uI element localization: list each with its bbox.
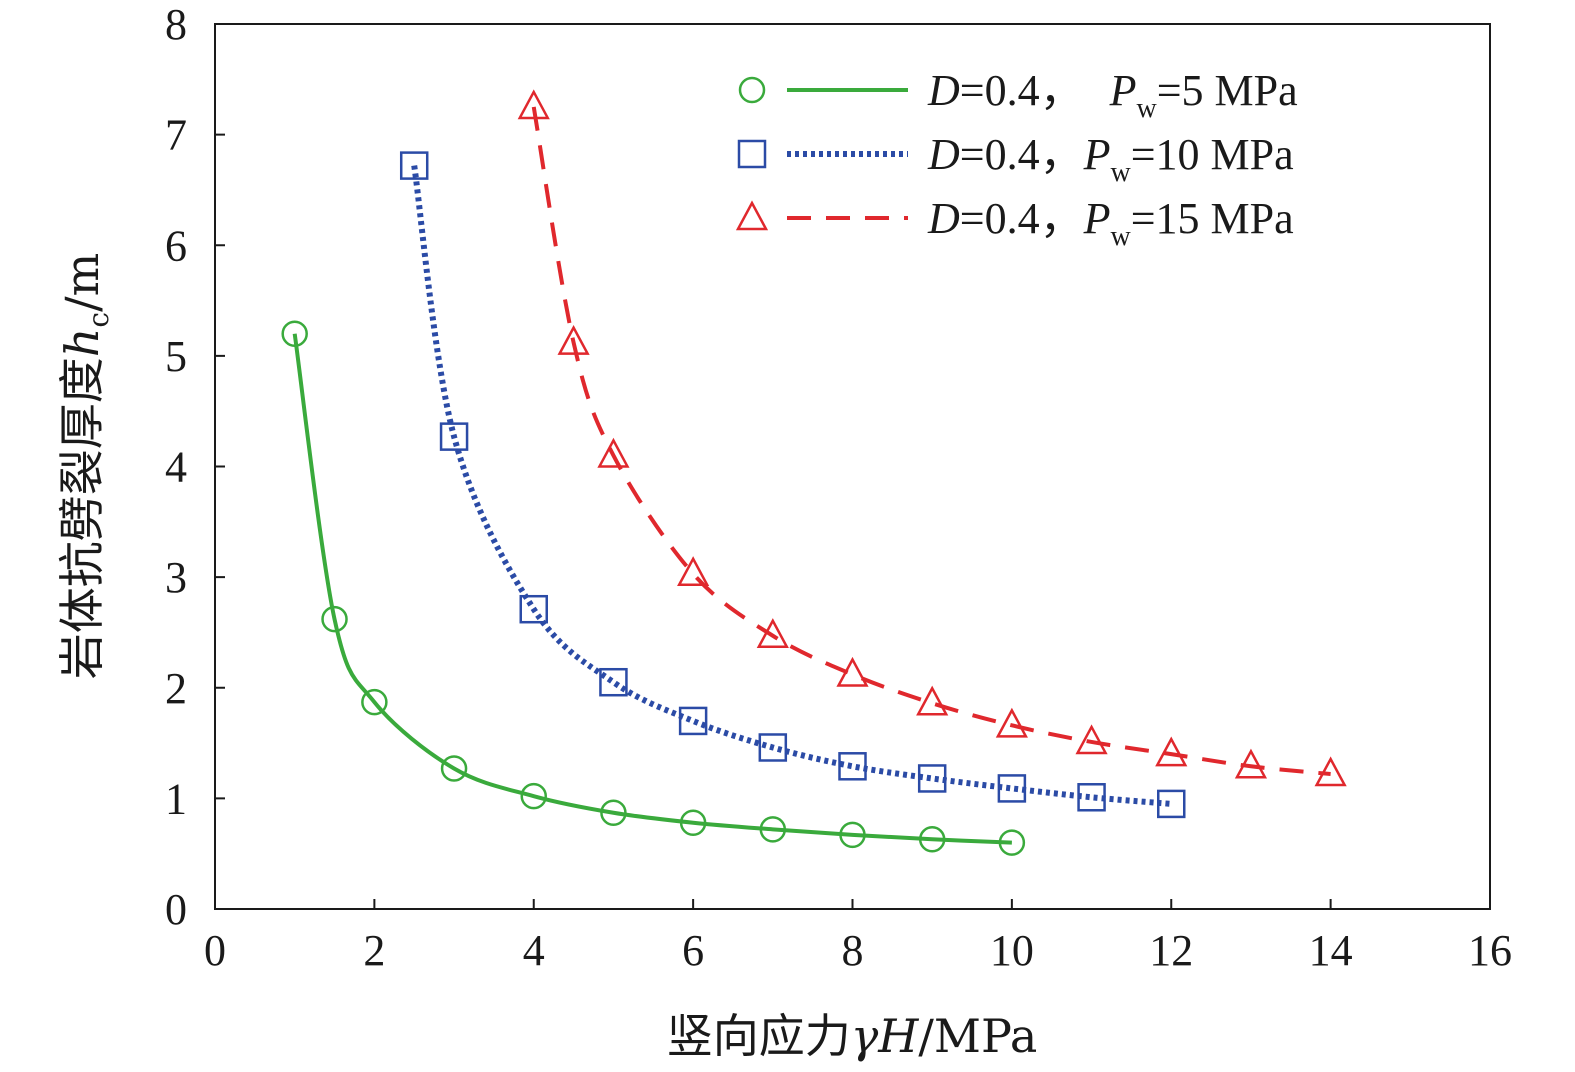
legend-entry: D=0.4，Pw=15 MPa [735,194,1294,252]
legend-label: D=0.4，Pw=15 MPa [927,194,1294,252]
data-point-square [1077,783,1106,812]
x-tick-label: 6 [682,926,704,975]
legend-label-d-value: =0.4， [960,194,1084,243]
data-point-circle [440,755,468,782]
data-point-square [917,764,947,793]
x-tick-label: 2 [363,926,385,975]
data-point-square [439,422,469,451]
legend-marker-circle [738,76,766,104]
x-axis-title-prefix: 竖向应力 [667,1009,851,1063]
data-point-triangle [557,324,590,355]
y-axis-title-variable: h [55,328,109,358]
plot-frame [214,23,1491,910]
data-point-triangle [756,618,789,649]
data-point-square [678,706,708,736]
y-axis-title-subscript: c [82,312,115,328]
y-tick-label: 5 [165,332,187,381]
x-axis-title-variable: γH [851,1009,919,1063]
legend-label-var: D [927,194,960,243]
series-line [411,165,1172,807]
y-axis-title: 岩体抗劈裂厚度hc/m [55,253,115,679]
y-tick-label: 3 [165,553,187,602]
x-tick-label: 0 [204,926,226,975]
data-point-triangle [1234,748,1268,779]
legend-entry: D=0.4， Pw=5 MPa [738,66,1298,124]
x-tick-label: 10 [990,926,1034,975]
data-point-square [997,774,1027,803]
series-square [399,151,1186,819]
data-point-triangle [677,556,710,587]
legend-label-p-value: =10 MPa [1131,130,1294,179]
data-point-square [399,151,429,180]
data-point-circle [679,809,707,836]
y-tick-label: 8 [165,0,187,49]
series-group [281,89,1347,856]
data-point-triangle [1155,736,1188,767]
legend-label-d-value: =0.4， [960,130,1084,179]
x-tick-label: 16 [1468,926,1512,975]
legend-marker-square [737,139,767,169]
data-point-circle [759,816,787,843]
data-point-circle [361,688,388,716]
series-triangle [517,89,1347,787]
data-point-triangle [1075,724,1108,755]
legend-entry: D=0.4，Pw=10 MPa [737,130,1294,188]
data-point-square [599,667,628,697]
x-tick-label: 8 [842,926,864,975]
legend-label-p-sub: w [1111,221,1132,252]
legend-label-p: P [1083,130,1111,179]
series-circle [281,320,1026,856]
data-point-triangle [1314,756,1347,787]
legend-label-p-sub: w [1111,157,1132,188]
x-axis-title-unit: /MPa [918,1009,1037,1063]
data-point-circle [281,320,308,347]
series-line [531,106,1331,777]
data-point-square [758,733,788,762]
y-axis-title-unit: /m [55,253,109,312]
data-point-square [838,752,867,781]
data-point-triangle [836,656,869,687]
y-tick-label: 4 [165,443,187,492]
legend-label-var: D [927,66,960,115]
legend-label-var: D [927,130,960,179]
legend-label: D=0.4，Pw=10 MPa [927,130,1294,188]
data-point-triangle [597,437,630,468]
y-tick-label: 1 [165,774,187,823]
data-point-square [1157,789,1186,819]
legend-label-p-value: =15 MPa [1131,194,1294,243]
data-point-triangle [916,685,949,716]
data-point-circle [918,826,946,853]
data-point-circle [600,799,627,827]
y-axis-title-prefix: 岩体抗劈裂厚度 [55,357,109,679]
legend-label-p-sub: w [1137,93,1158,124]
y-tick-label: 2 [165,664,187,713]
series-line [292,333,1012,845]
x-tick-label: 14 [1309,926,1353,975]
data-point-circle [839,821,866,849]
legend-marker-triangle [735,200,769,231]
legend-label-p-value: =5 MPa [1157,66,1298,115]
data-point-square [519,594,548,624]
legend-label-d-value: =0.4， [960,66,1084,115]
legend-label-p: P [1109,66,1137,115]
y-tick-label: 7 [165,111,187,160]
x-tick-label: 4 [523,926,545,975]
data-point-circle [321,605,348,633]
data-point-circle [998,829,1026,856]
x-tick-label: 12 [1149,926,1193,975]
y-tick-label: 0 [165,885,187,934]
data-point-triangle [995,707,1028,738]
legend-label-p: P [1083,194,1111,243]
data-point-circle [520,782,547,810]
data-point-triangle [517,89,550,120]
legend-label: D=0.4， Pw=5 MPa [927,66,1298,124]
x-axis-title: 竖向应力γH/MPa [667,1009,1038,1063]
y-tick-label: 6 [165,221,187,270]
